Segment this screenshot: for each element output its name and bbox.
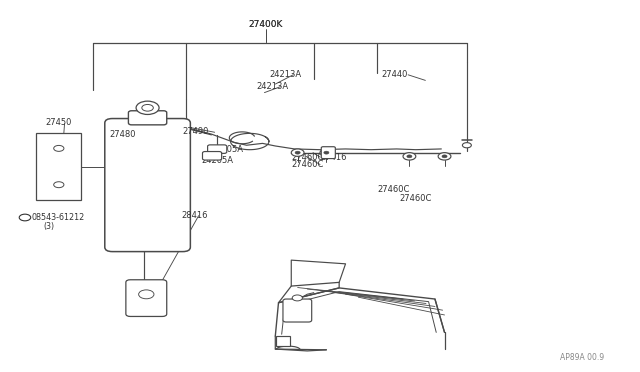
Text: 28416: 28416 — [181, 211, 208, 220]
FancyBboxPatch shape — [129, 111, 167, 125]
FancyBboxPatch shape — [105, 119, 190, 251]
Circle shape — [291, 149, 304, 156]
Text: 27460C: 27460C — [291, 153, 324, 161]
Circle shape — [139, 290, 154, 299]
Text: 24213A: 24213A — [269, 70, 301, 79]
Circle shape — [54, 182, 64, 187]
FancyBboxPatch shape — [207, 145, 227, 153]
Text: (3): (3) — [44, 222, 54, 231]
Text: 27440: 27440 — [381, 70, 408, 79]
Text: 27480: 27480 — [109, 129, 136, 139]
Text: S: S — [20, 215, 24, 220]
Text: 08543-61212: 08543-61212 — [31, 213, 84, 222]
Bar — [276, 336, 290, 346]
FancyBboxPatch shape — [126, 280, 167, 317]
FancyBboxPatch shape — [321, 147, 335, 158]
Circle shape — [403, 153, 416, 160]
Text: 24205A: 24205A — [202, 156, 234, 165]
Text: 27460C: 27460C — [291, 160, 324, 169]
Circle shape — [438, 153, 451, 160]
Circle shape — [320, 149, 333, 156]
Text: 27400K: 27400K — [248, 20, 283, 29]
Circle shape — [292, 295, 303, 301]
Text: 27450: 27450 — [45, 119, 72, 128]
FancyBboxPatch shape — [202, 151, 221, 160]
Circle shape — [407, 155, 412, 158]
Circle shape — [295, 151, 300, 154]
Text: 27400K: 27400K — [248, 20, 283, 29]
Text: 27416: 27416 — [320, 153, 346, 161]
FancyBboxPatch shape — [283, 299, 312, 322]
Circle shape — [19, 214, 31, 221]
Text: 27460C: 27460C — [378, 185, 410, 194]
Circle shape — [136, 101, 159, 115]
Circle shape — [324, 151, 329, 154]
Circle shape — [463, 142, 471, 148]
Text: 24205A: 24205A — [211, 145, 243, 154]
Circle shape — [54, 145, 64, 151]
Text: 27460C: 27460C — [400, 195, 432, 203]
Circle shape — [142, 105, 154, 111]
Circle shape — [442, 155, 447, 158]
FancyBboxPatch shape — [36, 133, 81, 201]
Text: 24213A: 24213A — [256, 82, 288, 91]
Text: AP89A 00.9: AP89A 00.9 — [560, 353, 604, 362]
Text: 27490: 27490 — [182, 126, 209, 136]
